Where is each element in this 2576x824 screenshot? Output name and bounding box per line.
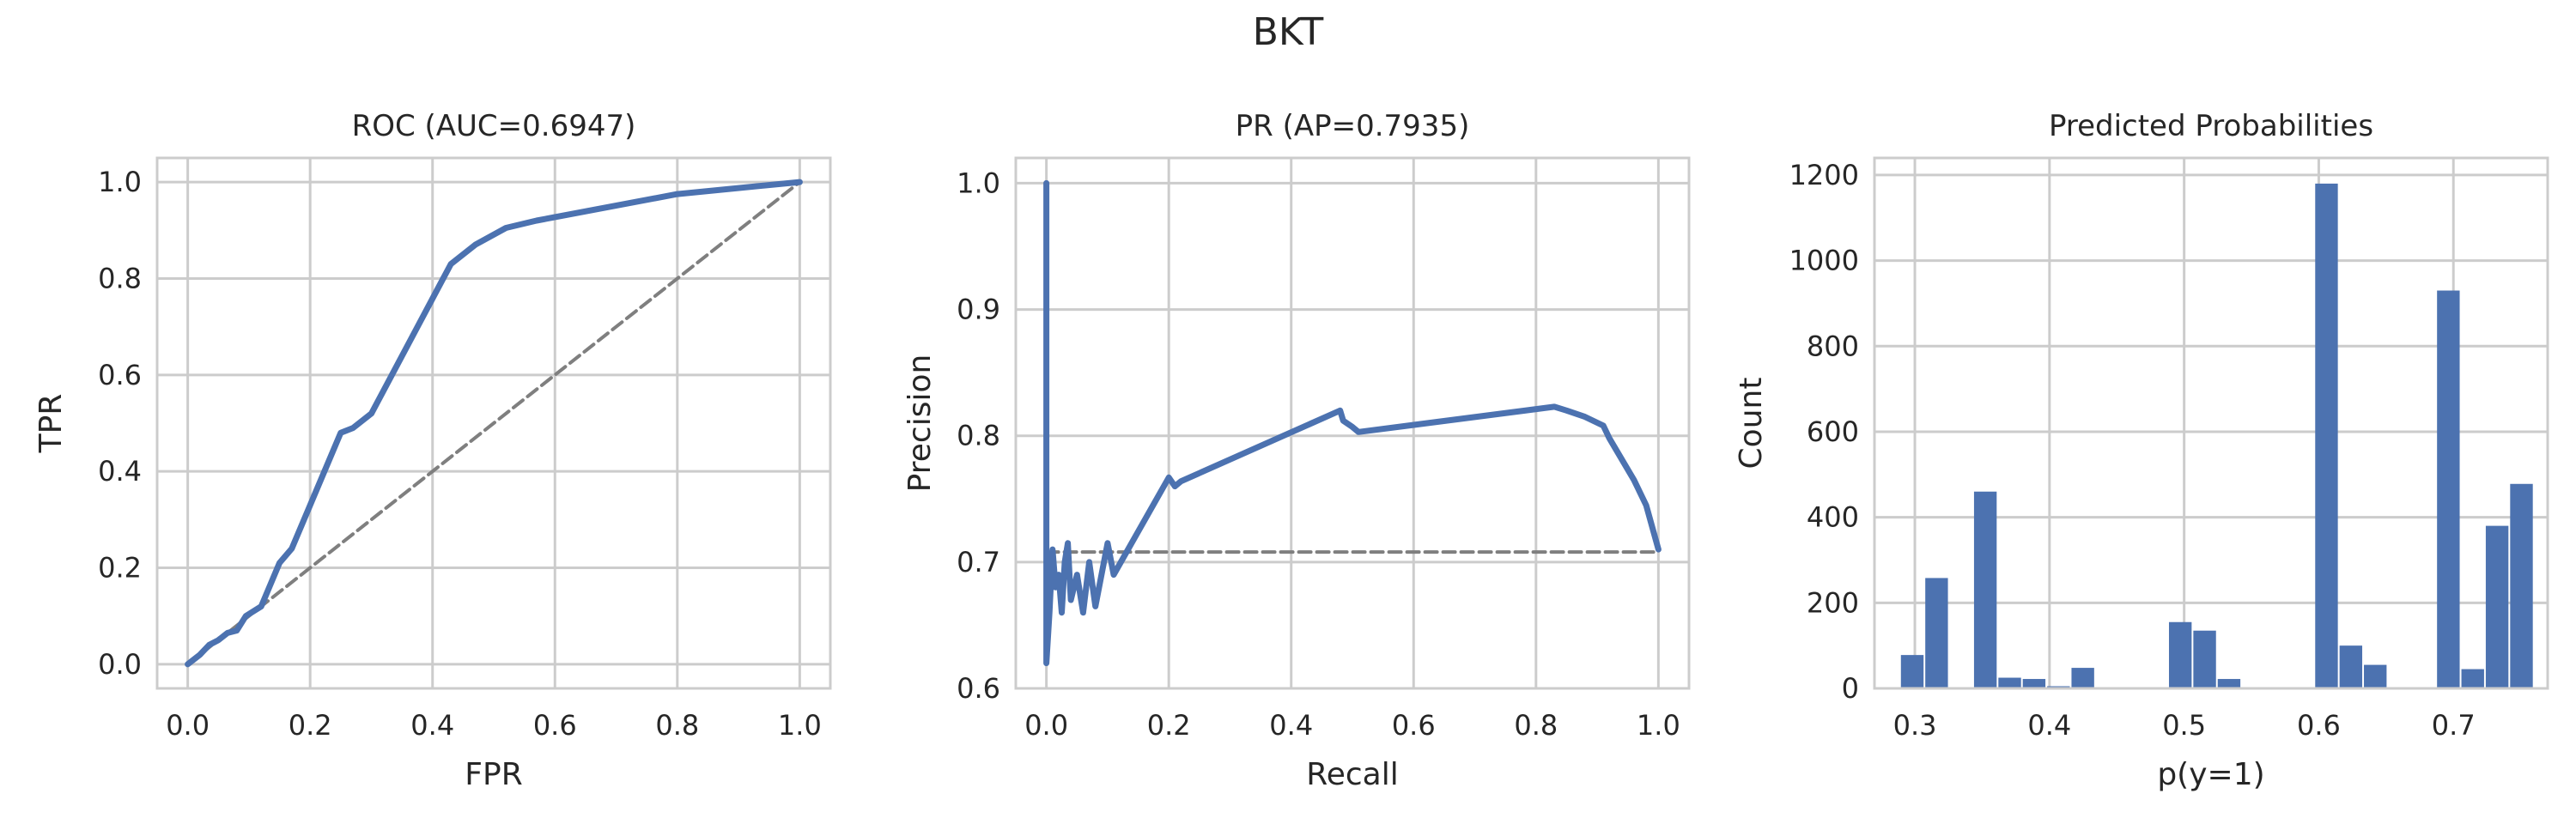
hist-y-tick-label: 200: [1807, 586, 1859, 619]
hist-bar-23: [2461, 669, 2484, 688]
roc-x-ticks: 0.0 0.2 0.4 0.6 0.8 1.0: [166, 709, 822, 742]
hist-axes-frame: [1873, 156, 2549, 690]
roc-y-tick-label: 0.0: [98, 648, 142, 681]
roc-chance-line: [185, 180, 802, 666]
roc-y-tick-label: 0.6: [98, 359, 142, 391]
roc-y-tick-label: 0.4: [98, 455, 142, 488]
pr-y-tick-label: 0.8: [957, 420, 1000, 452]
hist-bars: [1900, 183, 2533, 689]
roc-curve-line: [185, 179, 803, 668]
pr-panel: 0.0 0.2 0.4 0.6 0.8 1.0 0.6 0.7 0.8 0.9 1.0 PR (A…: [902, 109, 1691, 792]
pr-y-tick-label: 0.6: [957, 672, 1000, 705]
pr-curve-line: [1043, 179, 1662, 667]
hist-bar-7: [2071, 668, 2094, 688]
roc-y-tick-label: 1.0: [98, 166, 142, 198]
pr-x-tick-label: 0.8: [1514, 709, 1558, 742]
hist-bar-4: [1998, 677, 2021, 688]
hist-y-tick-label: 800: [1807, 330, 1859, 362]
hist-bar-19: [2364, 664, 2387, 688]
pr-x-ticks: 0.0 0.2 0.4 0.6 0.8 1.0: [1024, 709, 1680, 742]
roc-y-tick-label: 0.8: [98, 262, 142, 294]
roc-x-tick-label: 0.2: [289, 709, 332, 742]
histogram-panel: 0.3 0.4 0.5 0.6 0.7 0 200 400 600 800 1000 1200 Pr…: [1734, 109, 2549, 792]
roc-x-tick-label: 0.6: [533, 709, 577, 742]
pr-x-tick-label: 0.6: [1392, 709, 1436, 742]
roc-x-tick-label: 1.0: [778, 709, 822, 742]
pr-x-tick-label: 0.2: [1147, 709, 1191, 742]
hist-x-tick-label: 0.5: [2162, 709, 2206, 742]
pr-x-tick-label: 1.0: [1637, 709, 1680, 742]
pr-y-label: Precision: [902, 354, 938, 493]
hist-bar-25: [2510, 483, 2533, 688]
hist-bar-18: [2339, 645, 2363, 688]
hist-y-tick-label: 1000: [1789, 245, 1859, 277]
hist-bar-5: [2022, 679, 2046, 688]
hist-bar-24: [2485, 525, 2509, 688]
roc-curves: [185, 179, 803, 668]
hist-x-label: p(y=1): [2157, 757, 2264, 792]
hist-x-ticks: 0.3 0.4 0.5 0.6 0.7: [1893, 709, 2476, 742]
hist-bar-0: [1900, 655, 1924, 688]
pr-x-label: Recall: [1306, 757, 1398, 792]
roc-y-label: TPR: [33, 394, 69, 454]
hist-y-ticks: 0 200 400 600 800 1000 1200: [1789, 159, 1859, 705]
roc-y-tick-label: 0.2: [98, 552, 142, 585]
roc-grid: [157, 158, 830, 688]
hist-bar-22: [2437, 290, 2460, 688]
roc-y-ticks: 0.0 0.2 0.4 0.6 0.8 1.0: [98, 166, 142, 681]
roc-x-tick-label: 0.0: [166, 709, 210, 742]
hist-x-tick-label: 0.4: [2027, 709, 2071, 742]
hist-y-tick-label: 0: [1842, 672, 1859, 705]
roc-x-label: FPR: [465, 757, 522, 792]
pr-x-tick-label: 0.4: [1269, 709, 1313, 742]
pr-y-tick-label: 1.0: [957, 167, 1000, 199]
hist-bar-11: [2168, 621, 2192, 688]
pr-y-tick-label: 0.9: [957, 294, 1000, 326]
pr-x-tick-label: 0.0: [1024, 709, 1068, 742]
pr-title: PR (AP=0.7935): [1236, 109, 1470, 143]
hist-bar-12: [2193, 630, 2216, 688]
hist-y-tick-label: 600: [1807, 415, 1859, 448]
figure-title: BKT: [1253, 10, 1324, 54]
pr-axes-frame: [1014, 156, 1691, 690]
pr-curves: [1043, 179, 1662, 667]
hist-bar-3: [1973, 491, 1997, 688]
hist-y-tick-label: 400: [1807, 501, 1859, 534]
roc-x-tick-label: 0.4: [410, 709, 454, 742]
hist-y-tick-label: 1200: [1789, 159, 1859, 191]
hist-x-tick-label: 0.6: [2297, 709, 2341, 742]
hist-bar-17: [2315, 183, 2338, 689]
pr-grid: [1016, 158, 1689, 690]
hist-y-label: Count: [1734, 378, 1769, 470]
pr-y-ticks: 0.6 0.7 0.8 0.9 1.0: [957, 167, 1000, 705]
hist-bar-13: [2217, 679, 2241, 688]
pr-y-tick-label: 0.7: [957, 546, 1000, 579]
hist-bar-1: [1925, 578, 1948, 688]
roc-title: ROC (AUC=0.6947): [352, 109, 636, 143]
roc-panel: 0.0 0.2 0.4 0.6 0.8 1.0 0.0 0.2 0.4 0.6 0.8 1.0 RO…: [33, 109, 832, 792]
hist-title: Predicted Probabilities: [2049, 109, 2373, 143]
roc-axes-frame: [155, 156, 832, 690]
roc-x-tick-label: 0.8: [655, 709, 699, 742]
hist-x-tick-label: 0.7: [2432, 709, 2476, 742]
hist-x-tick-label: 0.3: [1893, 709, 1937, 742]
